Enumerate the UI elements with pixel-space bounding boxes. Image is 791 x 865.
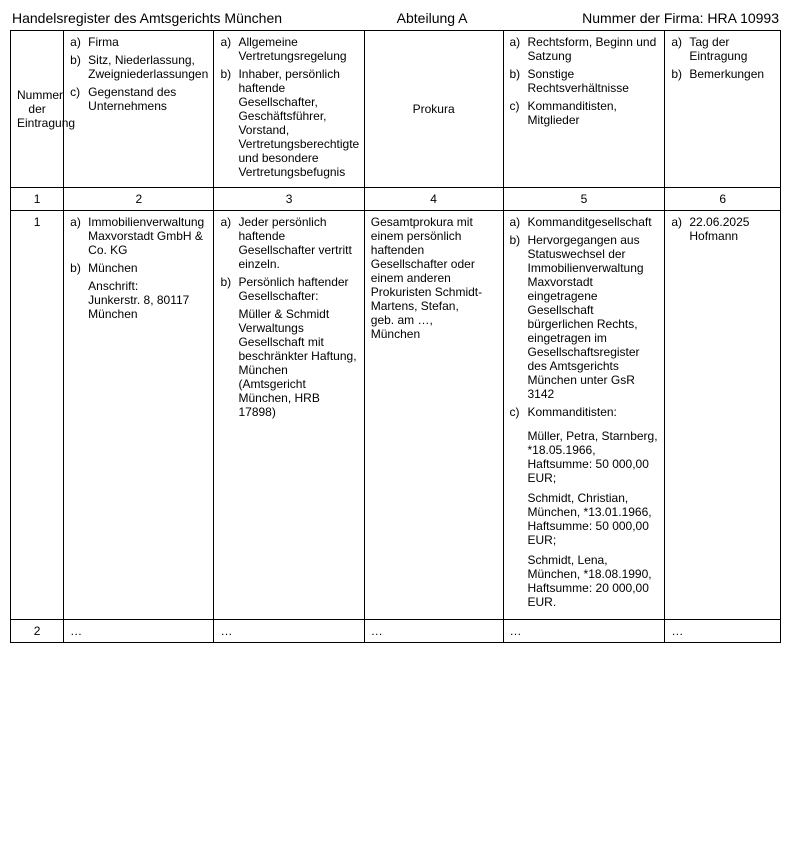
row1-col3-b1: Persönlich haftender Gesellschafter:: [238, 275, 357, 303]
row1-col6-a: 22.06.2025 Hofmann: [689, 215, 774, 243]
numrow-1: 1: [11, 188, 64, 211]
row1-col4: Gesamtprokura mit einem persönlich hafte…: [364, 211, 503, 620]
row1-col5-b: Hervorgegangen aus Statuswechsel der Imm…: [528, 233, 659, 401]
head-col2-b: Sitz, Niederlassung, Zweigniederlassunge…: [88, 53, 208, 81]
numrow-3: 3: [214, 188, 364, 211]
header-row: Nummer der Eintragung a)Firma b)Sitz, Ni…: [11, 31, 781, 188]
row1-num: 1: [11, 211, 64, 620]
row1-col5-k3: Schmidt, Lena, München, *18.08.1990, Haf…: [528, 553, 659, 609]
head-col6: a)Tag der Eintragung b)Bemerkungen: [665, 31, 781, 188]
head-col2-a: Firma: [88, 35, 207, 49]
head-col6-a: Tag der Eintragung: [689, 35, 774, 63]
head-col5: a)Rechtsform, Beginn und Satzung b)Sonst…: [503, 31, 665, 188]
row1-col2-b2: Anschrift:: [88, 279, 207, 293]
row1-col3-b2: Müller & Schmidt Verwaltungs Gesellschaf…: [238, 307, 357, 419]
register-table: Nummer der Eintragung a)Firma b)Sitz, Ni…: [10, 30, 781, 643]
head-col5-a: Rechtsform, Beginn und Satzung: [528, 35, 659, 63]
row2-num: 2: [11, 620, 64, 643]
numrow-2: 2: [64, 188, 214, 211]
entry-row-1: 1 a)Immobilienverwaltung Maxvorstadt Gmb…: [11, 211, 781, 620]
number-row: 1 2 3 4 5 6: [11, 188, 781, 211]
row1-col2: a)Immobilienverwaltung Maxvorstadt GmbH …: [64, 211, 214, 620]
head-col2-c: Gegenstand des Unternehmens: [88, 85, 207, 113]
row2-col4: …: [364, 620, 503, 643]
head-col1: Nummer der Eintragung: [11, 31, 64, 188]
row1-col5-c-label: Kommanditisten:: [528, 405, 659, 419]
header-left: Handelsregister des Amtsgerichts München: [12, 10, 282, 26]
row2-col6: …: [665, 620, 781, 643]
page-header: Handelsregister des Amtsgerichts München…: [10, 10, 781, 26]
row1-col6: a)22.06.2025 Hofmann: [665, 211, 781, 620]
row1-col5-k1: Müller, Petra, Starnberg, *18.05.1966, H…: [528, 429, 659, 485]
row1-col2-b3: Junkerstr. 8, 80117 München: [88, 293, 207, 321]
entry-row-2: 2 … … … … …: [11, 620, 781, 643]
header-center: Abteilung A: [397, 10, 468, 26]
head-col3: a)Allgemeine Vertretungsregelung b)Inhab…: [214, 31, 364, 188]
head-col3-b: Inhaber, persönlich haftende Gesellschaf…: [238, 67, 359, 179]
numrow-5: 5: [503, 188, 665, 211]
row1-col5-a: Kommanditgesellschaft: [528, 215, 659, 229]
row2-col5: …: [503, 620, 665, 643]
row1-col2-a: Immobilienverwaltung Maxvorstadt GmbH & …: [88, 215, 207, 257]
row2-col2: …: [64, 620, 214, 643]
numrow-6: 6: [665, 188, 781, 211]
head-col3-a: Allgemeine Vertretungsregelung: [238, 35, 357, 63]
head-col5-c: Kommanditisten, Mitglieder: [528, 99, 659, 127]
row2-col3: …: [214, 620, 364, 643]
row1-col2-b1: München: [88, 261, 207, 275]
numrow-4: 4: [364, 188, 503, 211]
head-col4: Prokura: [364, 31, 503, 188]
head-col5-b: Sonstige Rechtsverhältnisse: [528, 67, 659, 95]
head-col2: a)Firma b)Sitz, Niederlassung, Zweignied…: [64, 31, 214, 188]
row1-col3-a: Jeder persönlich haftende Gesellschafter…: [238, 215, 357, 271]
row1-col3: a)Jeder persönlich haftende Gesellschaft…: [214, 211, 364, 620]
row1-col5-k2: Schmidt, Christian, München, *13.01.1966…: [528, 491, 659, 547]
header-right: Nummer der Firma: HRA 10993: [582, 10, 779, 26]
row1-col5: a)Kommanditgesellschaft b)Hervorgegangen…: [503, 211, 665, 620]
head-col6-b: Bemerkungen: [689, 67, 774, 81]
